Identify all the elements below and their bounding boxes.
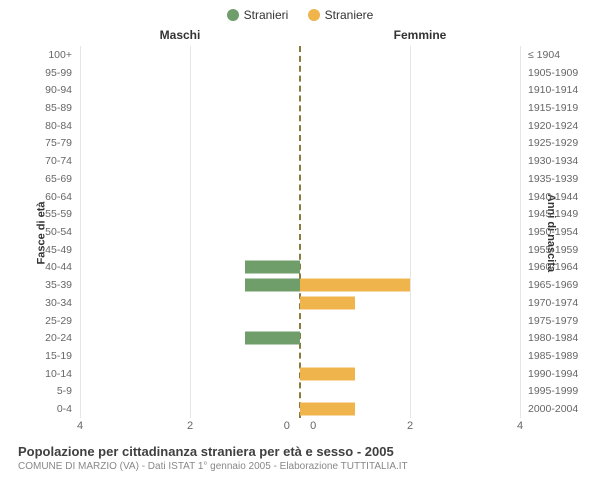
birth-tick: 1960-1964 [528,262,580,273]
birth-tick: 1935-1939 [528,174,580,185]
birth-tick: 1985-1989 [528,351,580,362]
age-tick: 20-24 [20,333,72,344]
age-tick: 10-14 [20,369,72,380]
x-tick: 4 [517,420,523,432]
chart-row [80,347,520,365]
age-tick: 85-89 [20,103,72,114]
birth-tick: 2000-2004 [528,404,580,415]
bar-female [300,403,355,416]
x-tick: 4 [77,420,83,432]
chart-row [80,117,520,135]
chart-row [80,99,520,117]
chart-row [80,188,520,206]
x-axis: 4 2 0 0 2 4 [80,418,520,438]
age-tick: 100+ [20,50,72,61]
legend-swatch-male [227,9,239,21]
age-tick: 80-84 [20,121,72,132]
birth-tick: 1930-1934 [528,156,580,167]
x-tick: 0 [284,420,290,432]
legend-label-female: Straniere [325,8,374,22]
age-tick: 0-4 [20,404,72,415]
birth-tick: 1970-1974 [528,298,580,309]
birth-tick: ≤ 1904 [528,50,580,61]
chart-row [80,64,520,82]
age-tick: 65-69 [20,174,72,185]
birth-tick: 1915-1919 [528,103,580,114]
y-axis-left: 100+ 95-99 90-94 85-89 80-84 75-79 70-74 65-69 6… [20,46,76,418]
chart-row [80,135,520,153]
column-header-male: Maschi [80,28,280,42]
chart-row [80,259,520,277]
age-tick: 15-19 [20,351,72,362]
chart-row [80,294,520,312]
legend-item-female: Straniere [308,8,374,22]
age-tick: 35-39 [20,280,72,291]
birth-tick: 1910-1914 [528,85,580,96]
column-header-female: Femmine [320,28,520,42]
birth-tick: 1945-1949 [528,209,580,220]
chart-row [80,81,520,99]
age-tick: 90-94 [20,85,72,96]
chart-title: Popolazione per cittadinanza straniera p… [18,444,582,459]
chart-row [80,312,520,330]
birth-tick: 1980-1984 [528,333,580,344]
bar-male [245,332,300,345]
chart-row [80,400,520,418]
birth-tick: 1925-1929 [528,138,580,149]
x-tick: 2 [407,420,413,432]
age-tick: 75-79 [20,138,72,149]
age-tick: 70-74 [20,156,72,167]
legend: Stranieri Straniere [0,0,600,24]
bar-female [300,296,355,309]
bar-female [300,279,410,292]
birth-tick: 1975-1979 [528,316,580,327]
birth-tick: 1950-1954 [528,227,580,238]
chart-row [80,365,520,383]
birth-tick: 1995-1999 [528,386,580,397]
age-tick: 5-9 [20,386,72,397]
x-tick: 0 [310,420,316,432]
birth-tick: 1965-1969 [528,280,580,291]
plot-area [80,46,520,418]
bar-male [245,279,300,292]
age-tick: 40-44 [20,262,72,273]
footer: Popolazione per cittadinanza straniera p… [18,444,582,472]
chart-row [80,223,520,241]
bar-female [300,367,355,380]
chart-row [80,205,520,223]
age-tick: 25-29 [20,316,72,327]
chart-subtitle: COMUNE DI MARZIO (VA) - Dati ISTAT 1° ge… [18,461,582,472]
chart-row [80,241,520,259]
legend-swatch-female [308,9,320,21]
birth-tick: 1940-1944 [528,192,580,203]
birth-tick: 1990-1994 [528,369,580,380]
chart-row [80,152,520,170]
age-tick: 45-49 [20,245,72,256]
chart-row [80,170,520,188]
chart-row [80,46,520,64]
chart-row [80,276,520,294]
age-tick: 60-64 [20,192,72,203]
chart-row [80,383,520,401]
legend-label-male: Stranieri [244,8,289,22]
birth-tick: 1920-1924 [528,121,580,132]
legend-item-male: Stranieri [227,8,289,22]
age-tick: 30-34 [20,298,72,309]
birth-tick: 1905-1909 [528,68,580,79]
bar-male [245,261,300,274]
age-tick: 55-59 [20,209,72,220]
x-tick: 2 [187,420,193,432]
age-tick: 50-54 [20,227,72,238]
birth-tick: 1955-1959 [528,245,580,256]
age-tick: 95-99 [20,68,72,79]
chart: Maschi Femmine Fasce di età Anni di nasc… [20,28,580,438]
chart-row [80,329,520,347]
y-axis-right: ≤ 1904 1905-1909 1910-1914 1915-1919 1920-19… [524,46,580,418]
